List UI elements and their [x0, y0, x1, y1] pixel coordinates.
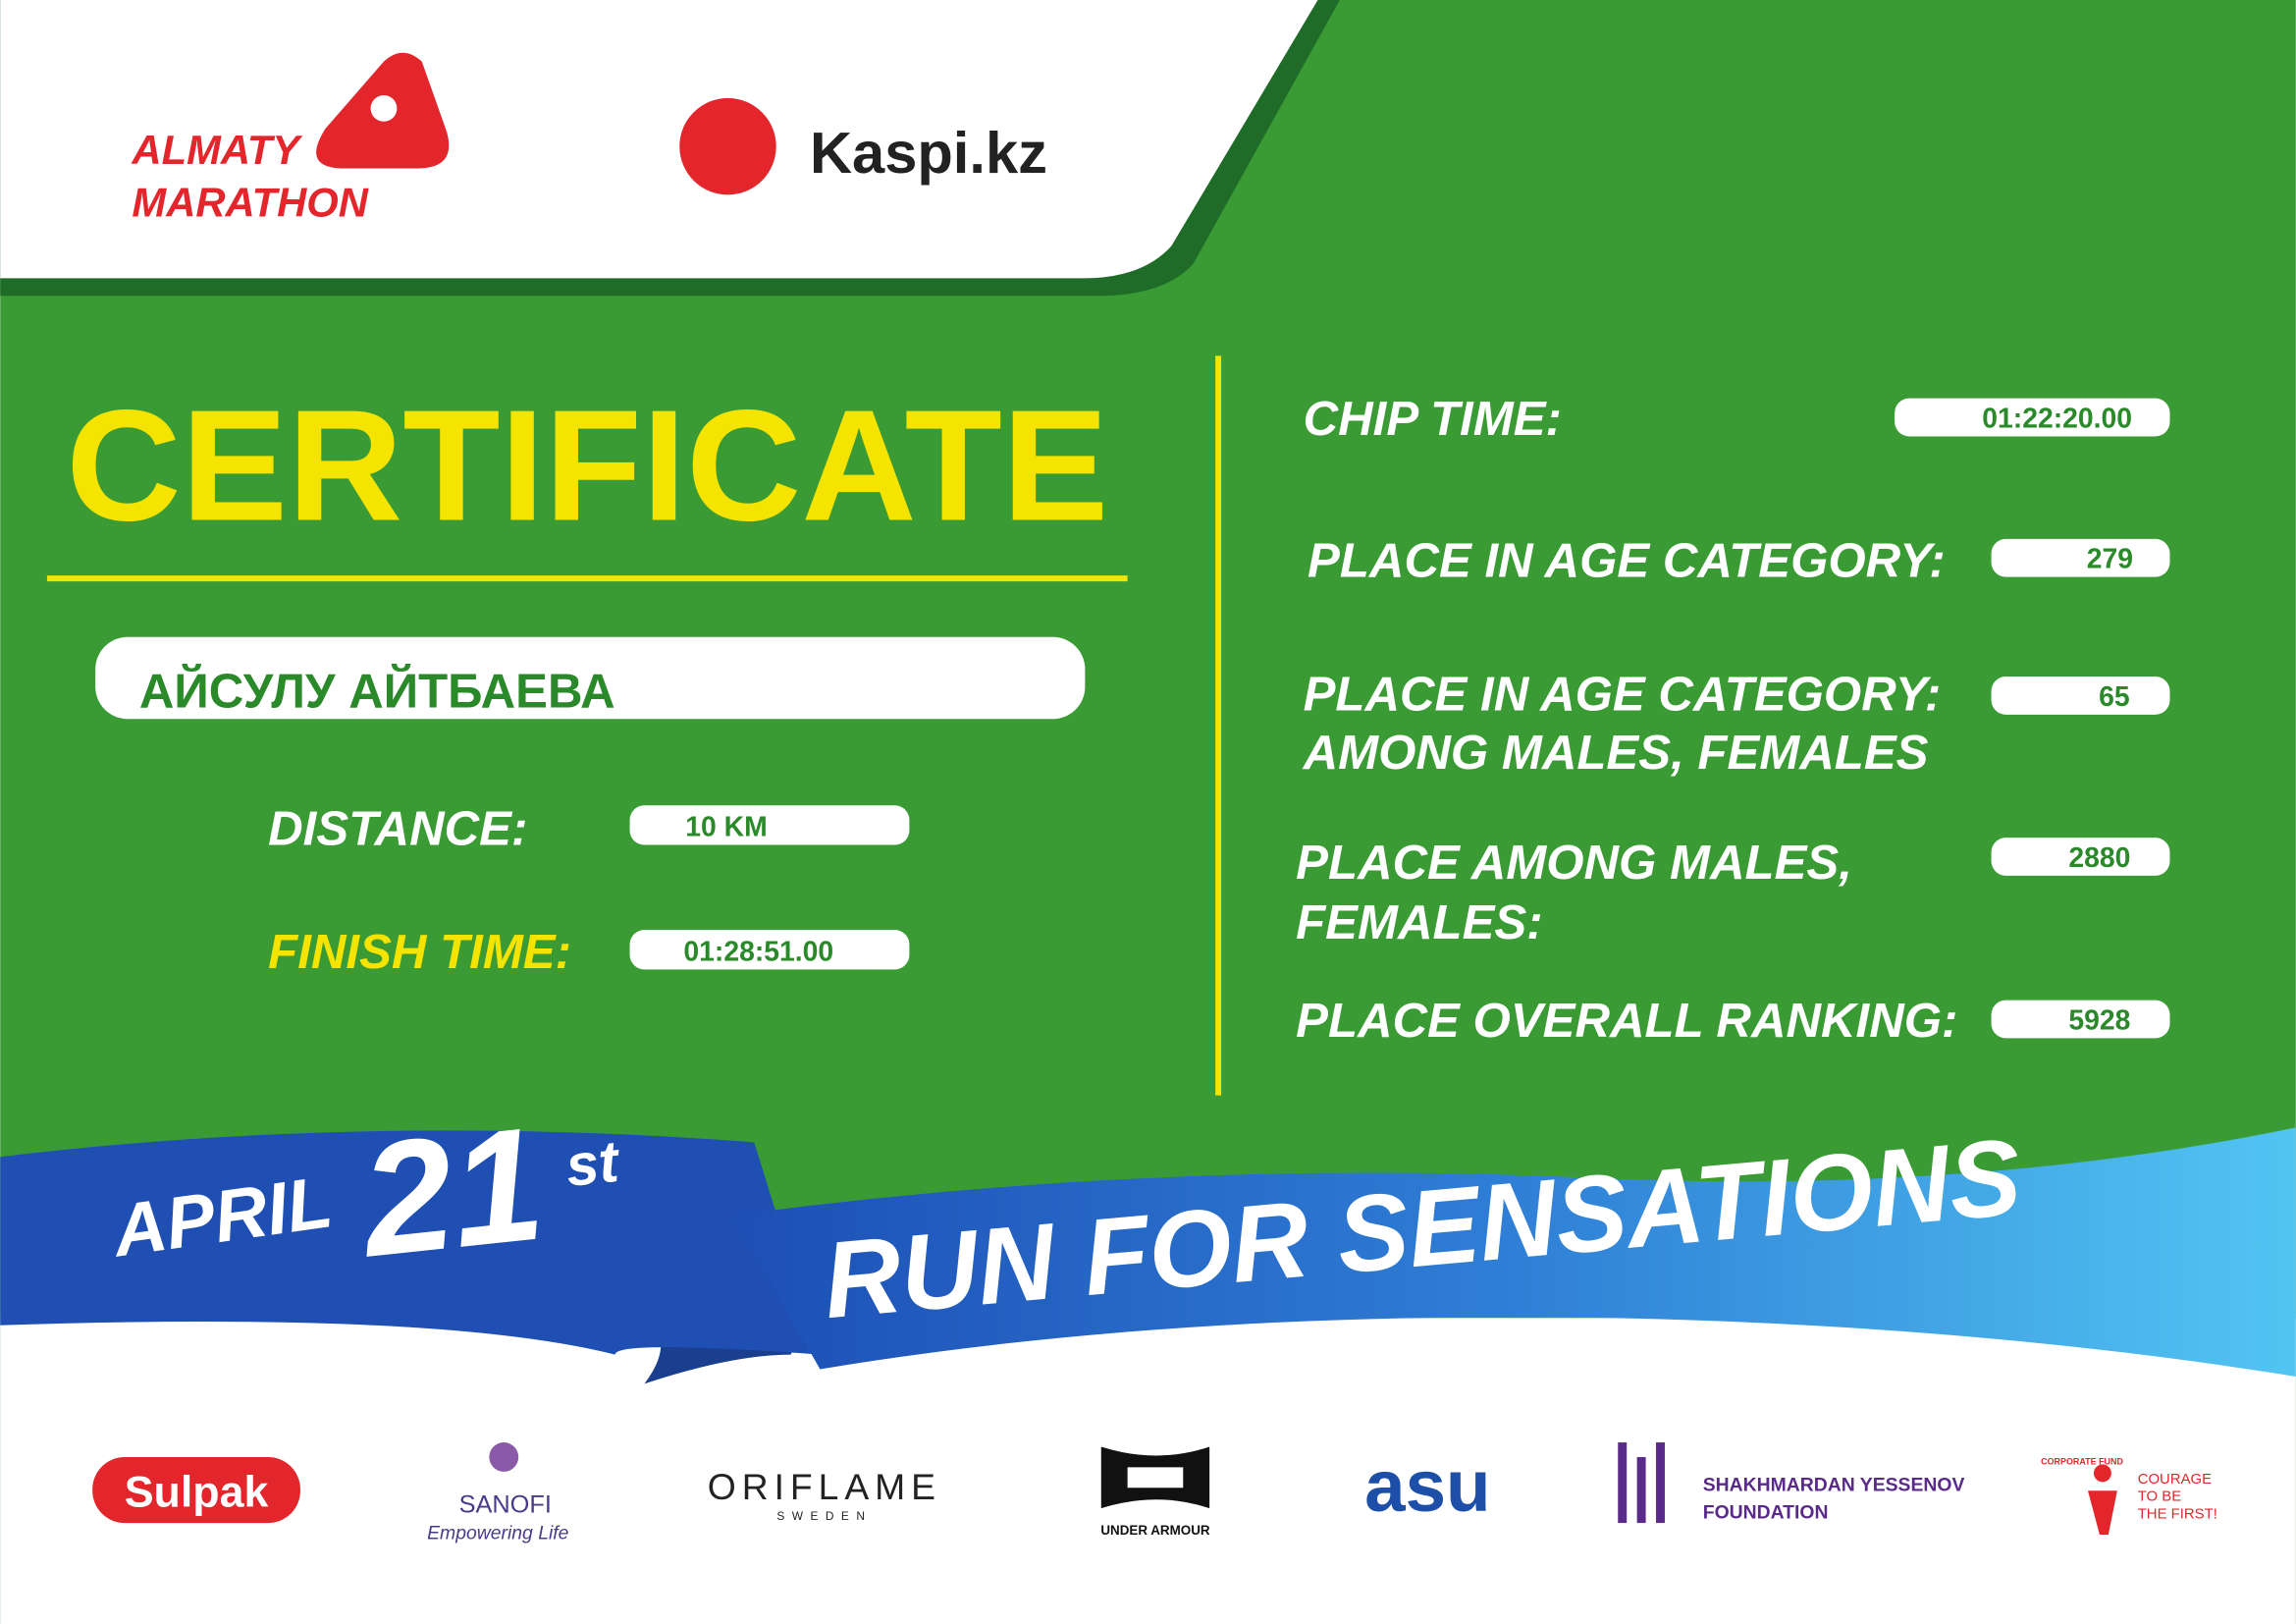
event-logo-runner — [370, 94, 398, 122]
sponsor-text: Sulpak — [125, 1468, 269, 1517]
kaspi-logo-text: Kaspi.kz — [810, 120, 1047, 186]
header-panel — [0, 0, 1318, 279]
banner-suffix: st — [562, 1128, 623, 1199]
result-value: 01:22:20.00 — [1982, 403, 2132, 434]
sponsor-text: SWEDEN — [776, 1509, 872, 1523]
kaspi-logo-mark — [679, 97, 776, 195]
sponsor-text: SANOFI — [459, 1491, 552, 1519]
ribbon-left — [0, 1130, 821, 1355]
result-value: 5928 — [2068, 1004, 2130, 1036]
field-label: DISTANCE: — [268, 802, 527, 856]
sponsor-text: FOUNDATION — [1703, 1502, 1829, 1524]
sponsor-text: ORIFLAME — [708, 1466, 941, 1507]
sponsor-text: UNDER ARMOUR — [1100, 1523, 1210, 1538]
name-box — [95, 636, 1086, 720]
result-label: FEMALES: — [1296, 895, 1542, 949]
result-value: 279 — [2087, 544, 2133, 575]
sponsor-text: CORPORATE FUND — [2041, 1456, 2123, 1466]
event-logo-text: MARATHON — [132, 180, 368, 226]
field-value: 01:28:51.00 — [683, 936, 833, 967]
value-box — [629, 930, 910, 970]
sponsor-text: Empowering Life — [427, 1522, 569, 1543]
value-box — [1991, 1000, 2170, 1039]
event-logo-text: ALMATY — [131, 127, 302, 173]
field-label: FINISH TIME: — [268, 925, 571, 979]
fund-mark — [2093, 1464, 2111, 1483]
sulpak-logo — [92, 1456, 300, 1524]
result-label: PLACE IN AGE CATEGORY: — [1304, 667, 1942, 721]
result-label: CHIP TIME: — [1304, 392, 1562, 446]
result-value: 65 — [2099, 681, 2130, 713]
certificate-title: CERTIFICATE — [66, 377, 1108, 554]
participant-name: АЙСУЛУ АЙТБАЕВА — [139, 662, 615, 718]
banner-day: 21 — [350, 1092, 551, 1290]
footer-panel — [0, 1318, 2296, 1624]
fund-mark — [2088, 1490, 2117, 1536]
value-box — [1991, 838, 2170, 876]
yessenov-mark — [1618, 1442, 1665, 1524]
sponsor-text: SHAKHMARDAN YESSENOV — [1703, 1474, 1965, 1495]
result-label: PLACE OVERALL RANKING: — [1296, 994, 1957, 1048]
value-box — [1991, 677, 2170, 715]
sponsor-text: THE FIRST! — [2138, 1507, 2217, 1523]
value-box — [629, 805, 910, 845]
sponsor-text: COURAGE — [2138, 1472, 2212, 1488]
result-label: PLACE AMONG MALES, — [1296, 836, 1852, 890]
result-label: PLACE IN AGE CATEGORY: — [1308, 534, 1946, 588]
field-value: 10 KM — [685, 812, 767, 843]
sponsor-text: TO BE — [2138, 1489, 2182, 1505]
sanofi-mark — [489, 1442, 519, 1472]
value-box — [1991, 538, 2170, 577]
result-label: AMONG MALES, FEMALES — [1302, 726, 1929, 780]
ribbon-right — [731, 1127, 2296, 1377]
value-box — [1895, 398, 2170, 437]
sponsor-text: asu — [1364, 1444, 1490, 1527]
under-armour-mark — [1100, 1446, 1210, 1509]
result-value: 2880 — [2068, 842, 2130, 874]
